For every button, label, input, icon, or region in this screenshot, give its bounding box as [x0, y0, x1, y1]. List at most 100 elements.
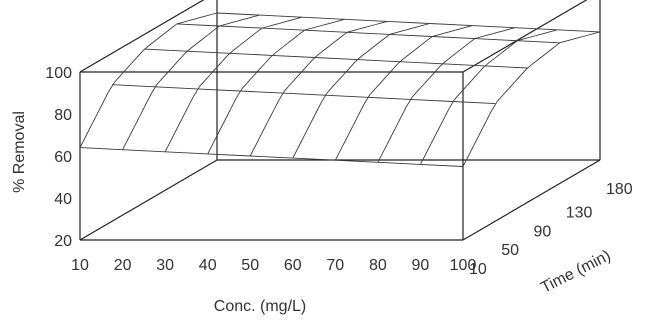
mesh-line — [412, 26, 419, 29]
mesh-line — [440, 60, 447, 66]
mesh-line — [448, 99, 456, 109]
mesh-line — [437, 119, 444, 132]
mesh-line — [272, 100, 280, 112]
mesh-line — [497, 30, 504, 33]
mesh-line — [400, 106, 407, 118]
mesh-line — [188, 18, 195, 22]
mesh-line — [334, 148, 342, 161]
mesh-line — [219, 23, 226, 27]
mesh-line — [466, 25, 473, 28]
mesh-line — [389, 32, 396, 35]
mesh-line — [471, 73, 478, 81]
mesh-line — [367, 96, 411, 100]
mesh-line — [377, 150, 385, 163]
mesh-line — [113, 75, 121, 83]
plot-box — [79, 0, 601, 241]
mesh-line — [428, 71, 436, 79]
mesh-line — [310, 26, 317, 30]
mesh-line — [256, 27, 263, 33]
mesh-line — [258, 63, 266, 71]
mesh-line — [230, 97, 237, 110]
mesh-line — [473, 132, 481, 145]
mesh-line — [252, 69, 260, 77]
mesh-line — [389, 33, 433, 37]
mesh-line — [508, 82, 515, 90]
mesh-line — [434, 65, 442, 73]
mesh-line — [309, 113, 317, 125]
mesh-line — [340, 137, 348, 150]
mesh-line — [287, 38, 294, 44]
mesh-line — [545, 30, 552, 34]
mesh-line — [594, 31, 601, 34]
mesh-line — [401, 29, 408, 32]
box-edge — [462, 159, 601, 241]
mesh-line — [144, 48, 188, 52]
mesh-line — [233, 45, 240, 51]
mesh-line — [253, 14, 260, 18]
mesh-line — [176, 23, 220, 27]
mesh-line — [418, 24, 425, 28]
mesh-line — [202, 34, 209, 40]
mesh-line — [212, 131, 220, 144]
mesh-line — [164, 140, 172, 153]
mesh-line — [262, 26, 269, 29]
mesh-line — [363, 94, 370, 105]
mesh-line — [218, 120, 226, 132]
mesh-line — [304, 28, 311, 31]
mesh-line — [207, 29, 215, 36]
mesh-line — [315, 102, 322, 114]
x-tick-label: 70 — [326, 257, 344, 274]
mesh-line — [417, 84, 424, 92]
mesh-line — [426, 36, 433, 42]
mesh-line — [296, 16, 303, 20]
mesh-line — [536, 55, 544, 61]
mesh-line — [358, 27, 365, 30]
mesh-line — [399, 61, 443, 65]
mesh-line — [514, 27, 558, 31]
mesh-line — [369, 88, 376, 96]
mesh-line — [303, 124, 311, 137]
mesh-line — [531, 60, 538, 66]
x-tick-label: 100 — [450, 257, 477, 274]
mesh-line — [96, 102, 104, 115]
mesh-line — [364, 25, 371, 29]
mesh-line — [565, 39, 572, 42]
mesh-line — [482, 62, 490, 69]
mesh-line — [320, 92, 328, 103]
mesh-line — [442, 108, 450, 121]
mesh-line — [150, 84, 158, 95]
mesh-line — [278, 90, 285, 101]
mesh-line — [338, 18, 345, 22]
mesh-line — [136, 50, 144, 58]
mesh-line — [312, 53, 319, 60]
mesh-line — [165, 27, 172, 33]
mesh-line — [230, 20, 237, 24]
mesh-line — [588, 32, 595, 36]
x-tick-label: 80 — [369, 257, 387, 274]
mesh-line — [194, 17, 201, 20]
mesh-line — [213, 25, 220, 31]
mesh-line — [571, 37, 578, 41]
mesh-line — [511, 40, 518, 46]
mesh-line — [423, 77, 430, 85]
mesh-line — [557, 29, 601, 33]
mesh-line — [293, 34, 300, 40]
box-edge — [79, 159, 218, 241]
mesh-line — [306, 58, 314, 66]
surface-mesh — [79, 12, 601, 167]
mesh-line — [378, 38, 385, 44]
mesh-line — [559, 40, 566, 44]
mesh-line — [267, 24, 274, 27]
mesh-line — [517, 38, 524, 42]
mesh-line — [219, 25, 262, 29]
mesh-line — [282, 92, 326, 96]
mesh-line — [349, 61, 356, 69]
mesh-line — [211, 12, 218, 15]
mesh-line — [457, 46, 464, 53]
mesh-line — [227, 49, 234, 56]
mesh-line — [250, 155, 293, 159]
mesh-line — [388, 128, 396, 141]
mesh-line — [454, 92, 461, 100]
mesh-line — [190, 43, 198, 49]
mesh-line — [210, 67, 217, 75]
